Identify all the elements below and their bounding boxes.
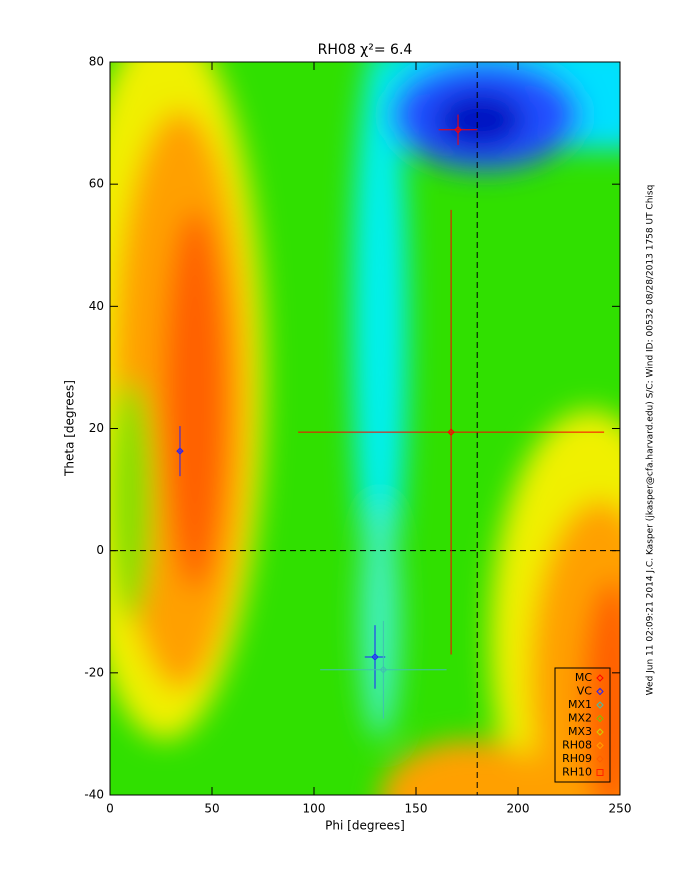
- footer: Wed Jun 11 02:09:21 2014 J.C. Kasper (jk…: [646, 185, 656, 696]
- legend-symbol: [596, 741, 604, 750]
- legend-symbol: [596, 714, 604, 723]
- legend-symbol: [596, 755, 604, 763]
- y-tick-label: 20: [89, 421, 104, 435]
- y-tick-label: 80: [89, 55, 104, 69]
- legend-label: MX2: [568, 712, 592, 725]
- legend-symbol: [596, 687, 604, 696]
- x-axis-label: Phi [degrees]: [325, 819, 405, 833]
- x-tick-label: 50: [204, 802, 219, 816]
- data-point: [371, 653, 379, 661]
- data-point: [454, 126, 462, 134]
- legend-label: MC: [575, 671, 592, 684]
- legend-label: RH10: [562, 766, 592, 779]
- x-tick-label: 0: [106, 802, 114, 816]
- y-tick-label: 0: [96, 543, 104, 557]
- y-tick-label: -20: [84, 665, 104, 679]
- x-tick-label: 200: [507, 802, 530, 816]
- legend-symbol: [596, 701, 604, 709]
- y-tick-label: -40: [84, 788, 104, 802]
- y-tick-label: 60: [89, 177, 104, 191]
- legend-label: MX1: [568, 698, 592, 711]
- chart-title: RH08 χ²= 6.4: [318, 42, 413, 58]
- x-tick-label: 100: [303, 802, 326, 816]
- legend-box: [554, 667, 611, 783]
- y-axis-label: Theta [degrees]: [63, 380, 77, 477]
- legend-symbol: [596, 769, 604, 776]
- legend-label: VC: [577, 685, 593, 698]
- x-tick-label: 150: [405, 802, 428, 816]
- legend-symbol: [596, 674, 604, 682]
- data-point: [447, 428, 455, 436]
- legend-label: RH09: [562, 752, 592, 765]
- legend-symbol: [596, 728, 604, 736]
- legend-label: RH08: [562, 739, 592, 752]
- data-point: [176, 447, 184, 455]
- contour-field: [110, 62, 620, 795]
- data-point: [379, 666, 388, 674]
- x-tick-label: 250: [609, 802, 632, 816]
- y-tick-label: 40: [89, 299, 104, 313]
- legend-label: MX3: [568, 725, 592, 738]
